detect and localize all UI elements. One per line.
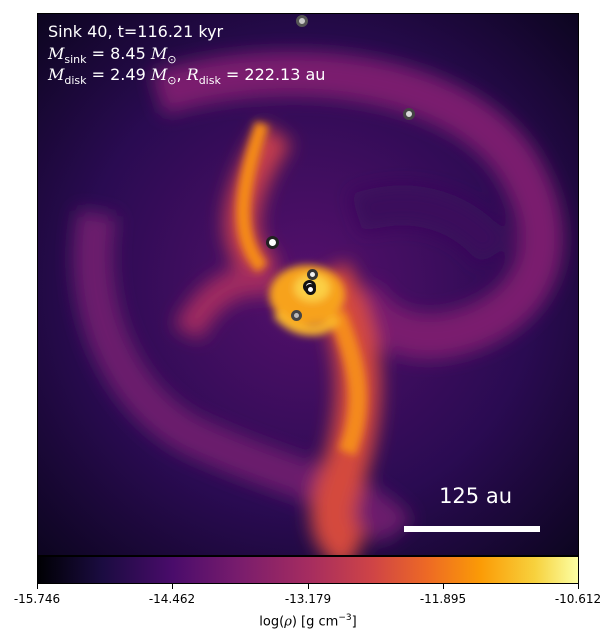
- colorbar-tick-label: -11.895: [419, 592, 467, 606]
- sink-title: Sink 40, t=116.21 kyr: [48, 22, 224, 41]
- colorbar-tick: [578, 584, 579, 589]
- colorbar-label: log(ρ) [g cm−3]: [259, 613, 357, 630]
- colorbar-tick-label: -14.462: [148, 592, 196, 606]
- sink-marker: [291, 310, 302, 321]
- density-map-panel: Sink 40, t=116.21 kyr Msink = 8.45 M⊙ Md…: [37, 13, 579, 556]
- colorbar: [37, 556, 579, 584]
- colorbar-tick-label: -13.179: [284, 592, 332, 606]
- scale-bar: [404, 526, 540, 532]
- colorbar-tick: [308, 584, 309, 589]
- sink-marker: [305, 284, 316, 295]
- colorbar-tick: [172, 584, 173, 589]
- colorbar-tick: [443, 584, 444, 589]
- colorbar-tick-label: -10.612: [554, 592, 602, 606]
- colorbar-tick-label: -15.746: [13, 592, 61, 606]
- scale-bar-label: 125 au: [439, 484, 512, 508]
- sink-marker: [266, 236, 279, 249]
- sink-marker: [296, 15, 308, 27]
- sink-marker: [403, 108, 415, 120]
- sink-marker: [307, 269, 318, 280]
- disk-properties-label: Mdisk = 2.49 M⊙, Rdisk = 222.13 au: [48, 65, 326, 88]
- colorbar-tick: [37, 584, 38, 589]
- sink-mass-label: Msink = 8.45 M⊙: [48, 44, 177, 67]
- density-field-image: [38, 14, 578, 555]
